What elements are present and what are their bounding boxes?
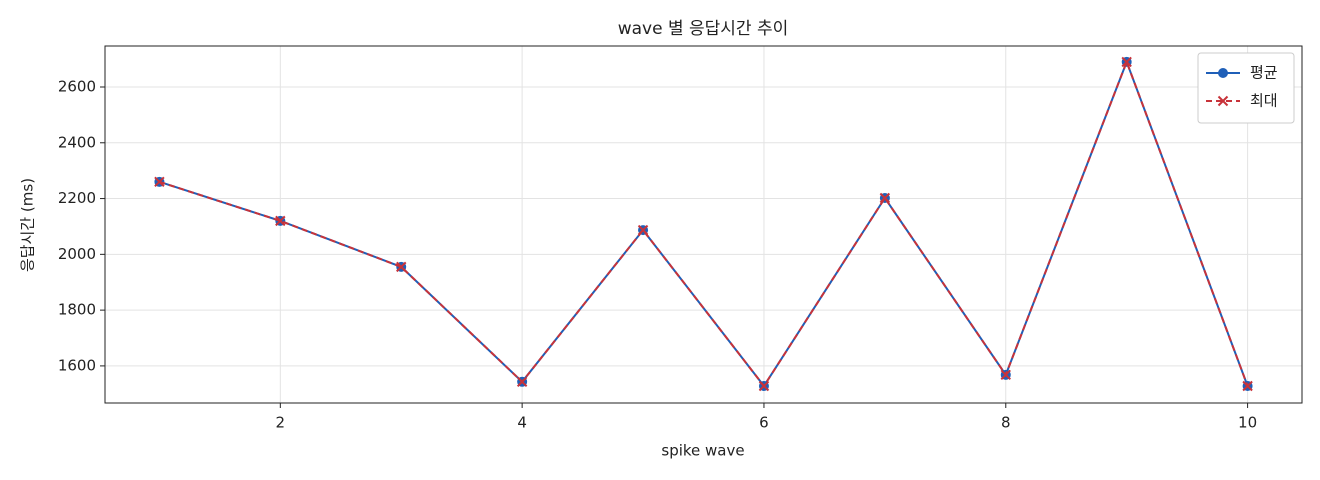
marker-stroke (275, 215, 286, 227)
marker (396, 261, 407, 273)
marker-stroke (1242, 380, 1253, 392)
marker (879, 192, 891, 204)
marker-stroke (1121, 56, 1132, 68)
marker (1000, 369, 1011, 381)
marker-stroke (637, 224, 649, 236)
marker (1217, 95, 1229, 107)
legend-label: 최대 (1250, 92, 1278, 110)
marker (637, 224, 649, 236)
y-tick-label: 2000 (58, 245, 96, 263)
series-line (159, 59, 1249, 388)
marker-stroke (758, 380, 770, 392)
y-tick-label: 1800 (58, 301, 96, 319)
x-tick-label: 2 (276, 414, 286, 432)
legend-box (1197, 52, 1295, 124)
y-axis-label: 응답시간 (ms) (19, 178, 37, 272)
series-line (159, 59, 1249, 388)
y-tick-label: 2600 (58, 77, 96, 95)
marker-stroke (154, 176, 165, 188)
marker-stroke (1217, 95, 1229, 107)
y-tick-label: 2200 (58, 189, 96, 207)
marker (758, 380, 770, 392)
x-tick-label: 8 (1001, 414, 1011, 432)
marker-stroke (396, 261, 407, 273)
marker (275, 215, 286, 227)
chart-title: wave 별 응답시간 추이 (618, 19, 789, 39)
marker (154, 176, 165, 188)
marker-stroke (879, 192, 891, 204)
x-tick-label: 6 (759, 414, 769, 432)
marker (1121, 56, 1132, 68)
marker (1242, 380, 1253, 392)
marker-stroke (1000, 369, 1011, 381)
marker-stroke (516, 376, 528, 388)
marker (516, 376, 528, 388)
x-axis-label: spike wave (661, 442, 744, 460)
marker (1218, 68, 1228, 78)
x-tick-label: 4 (517, 414, 527, 432)
y-tick-label: 1600 (58, 356, 96, 374)
x-tick-label: 10 (1238, 414, 1257, 432)
y-tick-label: 2400 (58, 133, 96, 151)
legend-label: 평균 (1250, 64, 1278, 82)
plot-frame (104, 45, 1303, 404)
